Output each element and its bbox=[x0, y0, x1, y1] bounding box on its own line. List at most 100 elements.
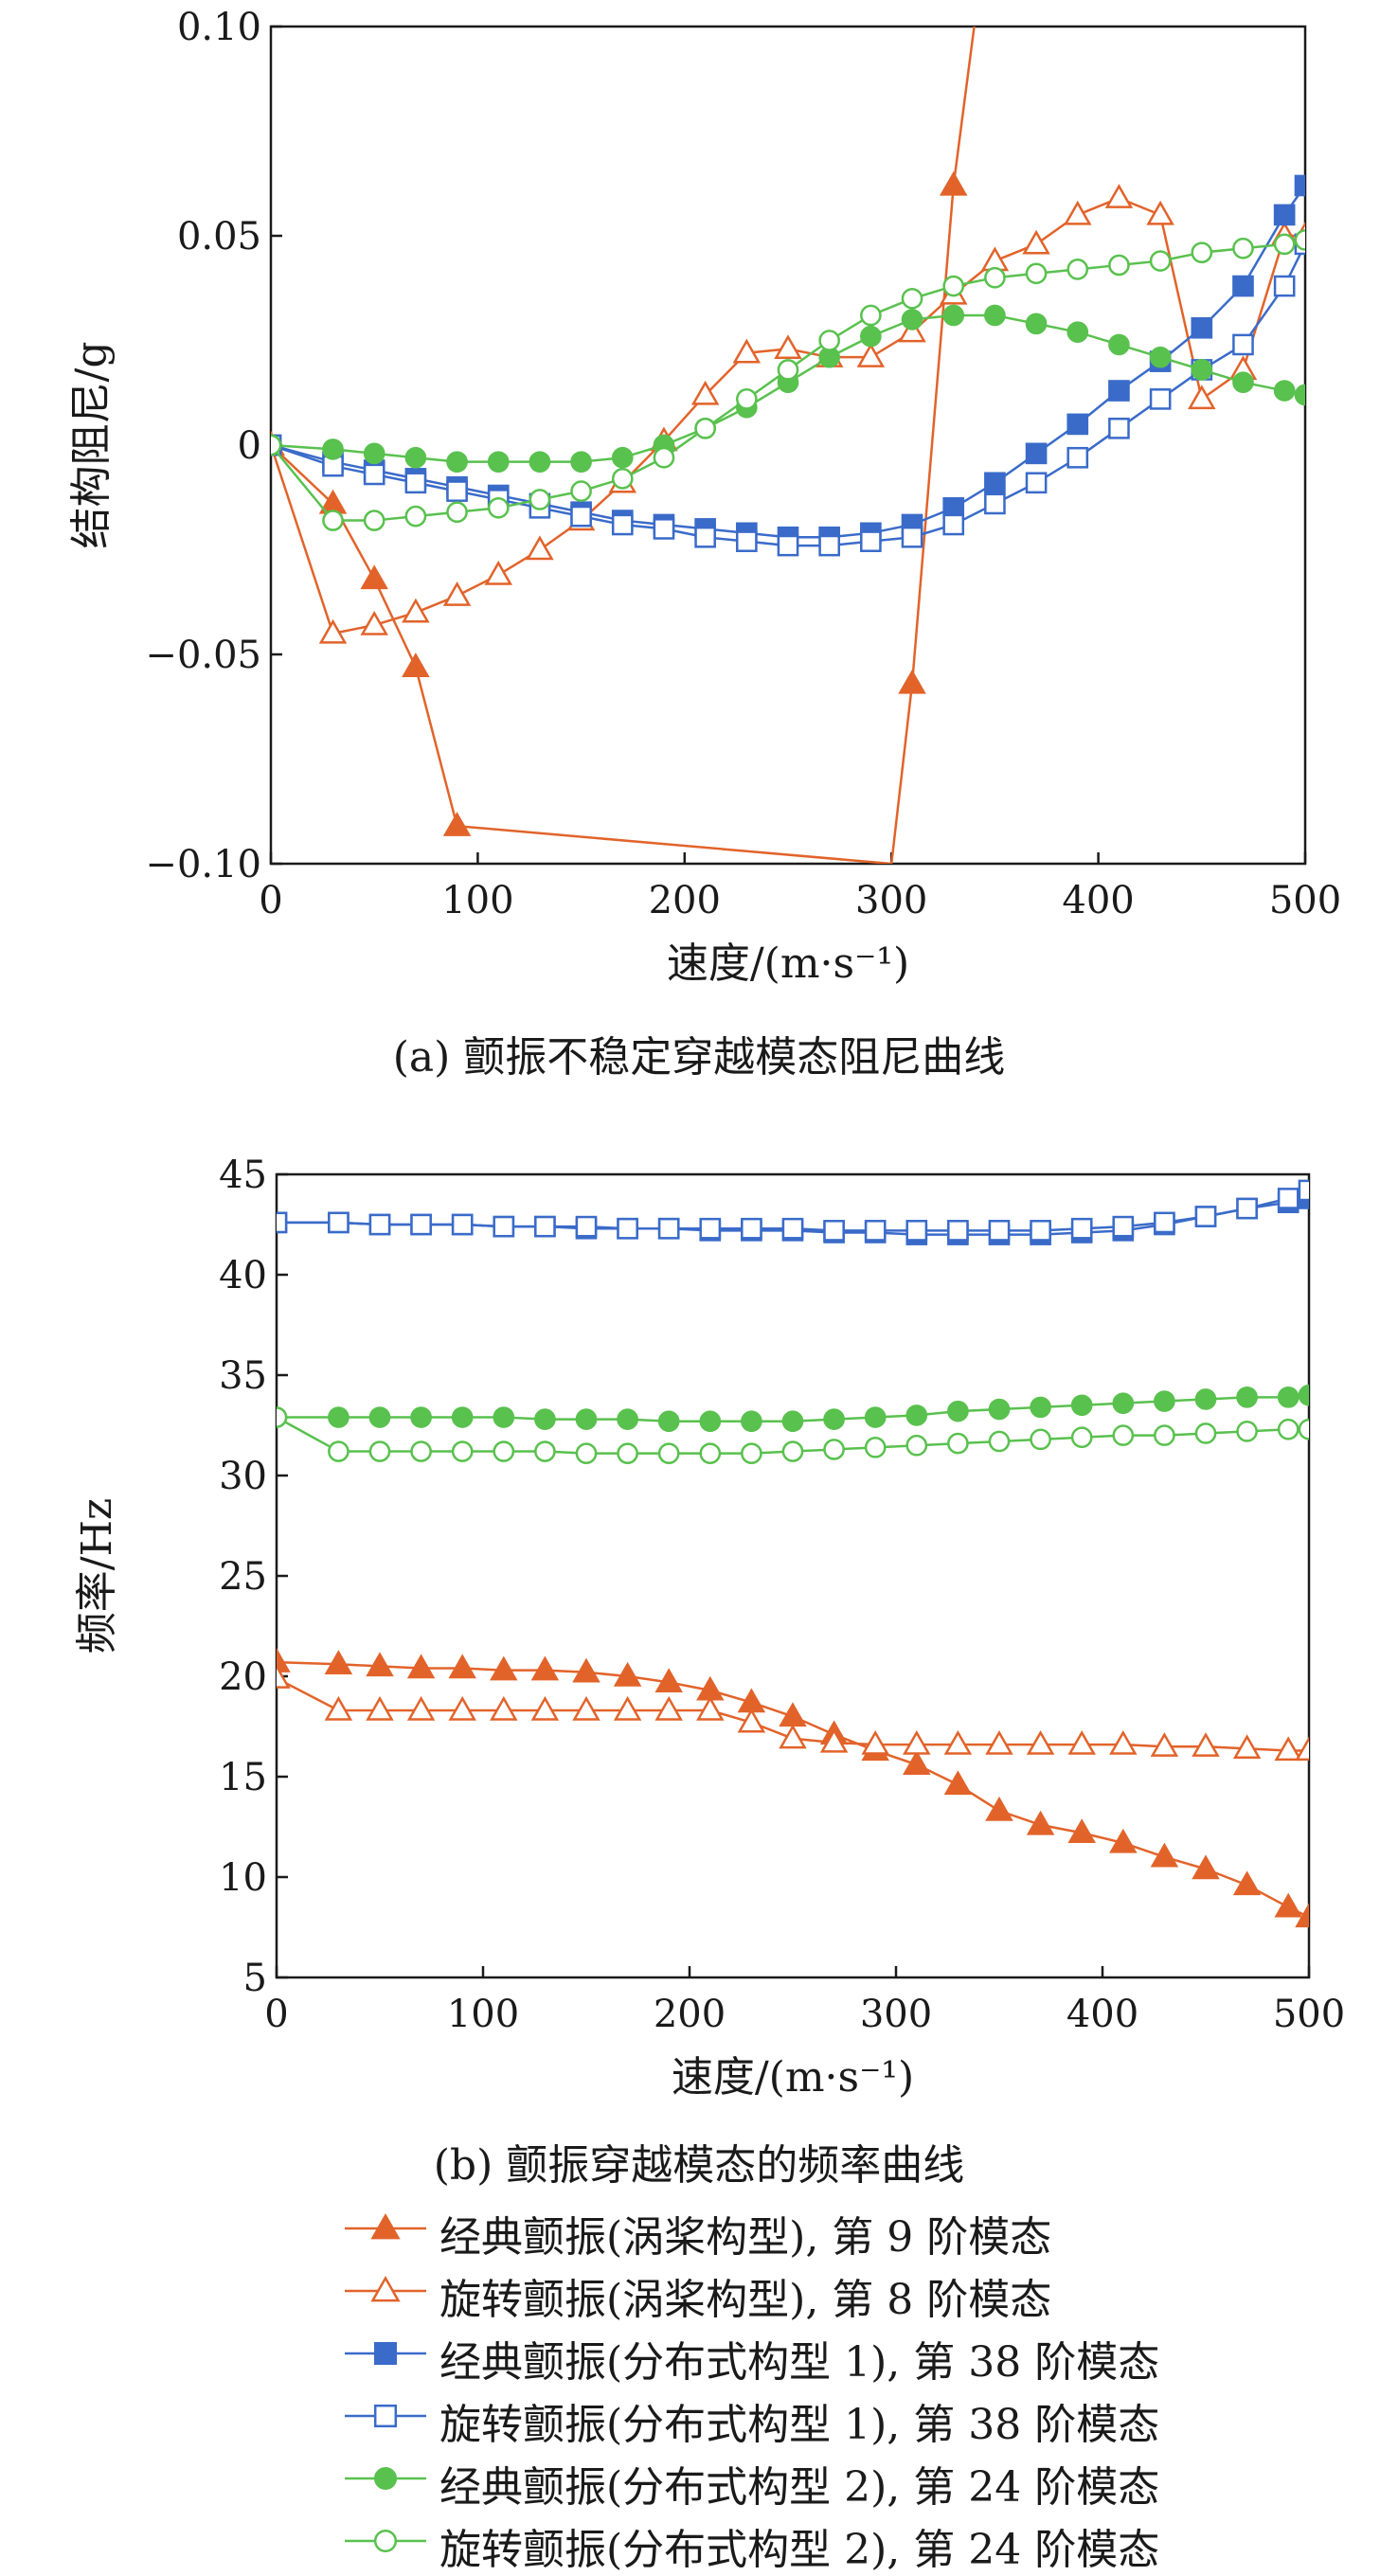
data-point bbox=[1026, 1729, 1055, 1755]
data-point bbox=[277, 1211, 288, 1234]
data-point bbox=[737, 1708, 766, 1733]
series bbox=[277, 1664, 1309, 1762]
data-point bbox=[947, 1400, 969, 1422]
data-point bbox=[699, 1442, 722, 1465]
data-point bbox=[1112, 1392, 1135, 1415]
data-point bbox=[1274, 1736, 1302, 1762]
data-point bbox=[410, 1406, 432, 1428]
data-point bbox=[980, 246, 1010, 272]
data-point bbox=[446, 451, 468, 474]
data-point bbox=[448, 1654, 476, 1679]
data-point bbox=[1188, 385, 1216, 410]
data-point bbox=[741, 1410, 762, 1433]
legend-swatch bbox=[345, 2529, 426, 2553]
x-tick-label: 200 bbox=[649, 879, 721, 922]
data-point bbox=[984, 266, 1006, 289]
data-point bbox=[1295, 1736, 1309, 1762]
data-point bbox=[1150, 1732, 1179, 1757]
data-point bbox=[446, 501, 468, 524]
y-tick-label: 20 bbox=[219, 1655, 267, 1699]
data-point bbox=[1194, 1422, 1217, 1444]
data-point bbox=[487, 451, 510, 474]
x-axis-label: 速度/(m·s⁻¹) bbox=[667, 939, 909, 988]
data-point bbox=[1146, 200, 1174, 225]
data-point bbox=[451, 1440, 474, 1462]
data-point bbox=[905, 1434, 928, 1457]
data-point bbox=[328, 1440, 350, 1462]
x-tick-label: 100 bbox=[447, 1993, 519, 2036]
y-tick-label: 45 bbox=[219, 1154, 267, 1197]
data-point bbox=[1277, 1188, 1299, 1209]
series bbox=[271, 233, 1305, 557]
data-point bbox=[1294, 229, 1305, 251]
data-point bbox=[373, 2529, 398, 2553]
data-point bbox=[653, 518, 675, 540]
data-point bbox=[370, 2275, 401, 2302]
data-point bbox=[410, 1213, 432, 1236]
data-point bbox=[1112, 1424, 1135, 1446]
series bbox=[271, 27, 976, 864]
data-point bbox=[732, 338, 762, 364]
data-point bbox=[1025, 472, 1048, 494]
data-point bbox=[860, 325, 882, 348]
y-tick-label: 0.10 bbox=[177, 6, 261, 49]
legend-label: 旋转颤振(分布式构型 1), 第 38 阶模态 bbox=[439, 2401, 1160, 2449]
data-point bbox=[657, 1410, 680, 1433]
x-tick-label: 0 bbox=[259, 879, 282, 922]
data-point bbox=[699, 1410, 722, 1433]
data-point bbox=[617, 1217, 638, 1240]
x-axis-label: 速度/(m·s⁻¹) bbox=[672, 2053, 914, 2102]
data-point bbox=[373, 2466, 398, 2491]
damping-chart: 0 100 200 300 400 500 −0.10 −0.05 0 0.05 0.10 速度/(m… bbox=[67, 6, 1341, 988]
data-point bbox=[779, 1702, 807, 1727]
data-point bbox=[368, 1440, 391, 1462]
data-point bbox=[901, 526, 923, 548]
data-point bbox=[860, 304, 882, 327]
data-point bbox=[529, 489, 551, 510]
data-point bbox=[741, 1442, 762, 1465]
data-point bbox=[1192, 1854, 1220, 1880]
data-point bbox=[611, 446, 634, 469]
data-point bbox=[903, 1750, 931, 1775]
data-point bbox=[1149, 250, 1172, 272]
data-point bbox=[277, 1406, 288, 1428]
plot-frame bbox=[269, 25, 1307, 866]
data-point bbox=[1236, 1421, 1258, 1442]
data-point bbox=[1298, 1179, 1309, 1202]
data-point bbox=[271, 434, 282, 456]
y-tick-label: 25 bbox=[219, 1555, 267, 1599]
x-tick-label: 400 bbox=[1062, 879, 1134, 922]
data-point bbox=[1066, 413, 1089, 436]
y-tick-label: 0 bbox=[238, 424, 261, 468]
data-point bbox=[402, 653, 430, 677]
data-point bbox=[984, 492, 1006, 515]
x-tick-label: 500 bbox=[1269, 879, 1341, 922]
data-point bbox=[1066, 321, 1089, 343]
data-point bbox=[1232, 333, 1254, 356]
data-point bbox=[823, 1408, 845, 1430]
data-point bbox=[575, 1442, 598, 1465]
data-point bbox=[529, 451, 551, 474]
data-point bbox=[1026, 1810, 1055, 1835]
data-point bbox=[370, 2212, 401, 2240]
data-point bbox=[694, 417, 716, 439]
data-point bbox=[1192, 1732, 1220, 1757]
data-point bbox=[534, 1440, 556, 1462]
data-point bbox=[741, 1217, 762, 1240]
data-point bbox=[901, 309, 923, 331]
series bbox=[277, 1406, 1309, 1465]
data-point bbox=[984, 304, 1006, 327]
data-point bbox=[1273, 380, 1296, 402]
data-point bbox=[1191, 316, 1213, 339]
data-point bbox=[823, 1220, 845, 1242]
data-point bbox=[490, 1655, 518, 1681]
data-point bbox=[406, 1654, 436, 1679]
data-point bbox=[942, 513, 965, 536]
data-point bbox=[903, 1729, 931, 1755]
data-point bbox=[373, 2341, 398, 2366]
data-point bbox=[781, 1410, 804, 1433]
data-point bbox=[1025, 313, 1048, 335]
data-point bbox=[864, 1436, 887, 1458]
data-point bbox=[1149, 346, 1172, 368]
